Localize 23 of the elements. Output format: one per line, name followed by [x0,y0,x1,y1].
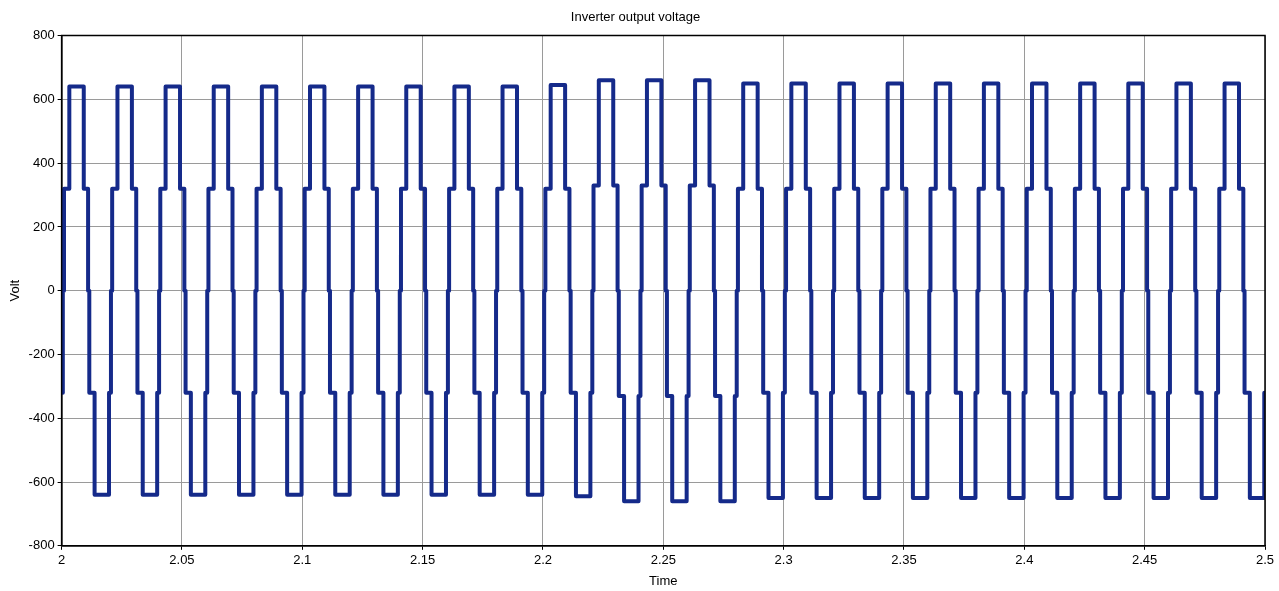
x-axis-title: Time [649,572,678,588]
x-tick-label: 2.45 [1132,552,1158,568]
y-tick-label: -400 [28,409,55,425]
x-tick-label: 2.25 [650,552,676,568]
x-tick-label: 2.1 [293,552,312,568]
y-tick-label: 800 [32,27,55,43]
y-tick-label: 400 [32,154,55,170]
y-tick-label: 0 [47,282,55,298]
y-tick-label: 600 [32,90,55,106]
x-tick-label: 2.5 [1255,552,1275,568]
x-tick-label: 2.35 [891,552,917,568]
x-tick-label: 2.2 [533,552,553,568]
y-axis-title: Volt [7,279,23,302]
y-tick-label: -600 [28,473,55,489]
x-tick-label: 2.3 [774,552,793,568]
y-tick-label: 200 [32,218,55,234]
x-tick-label: 2.15 [409,552,436,568]
y-tick-label: -800 [28,537,55,553]
x-tick-label: 2 [58,552,66,568]
x-tick-label: 2.4 [1015,552,1034,568]
chart-title: Inverter output voltage [570,9,701,25]
x-tick-label: 2.05 [169,552,195,568]
y-tick-label: -200 [28,346,55,362]
